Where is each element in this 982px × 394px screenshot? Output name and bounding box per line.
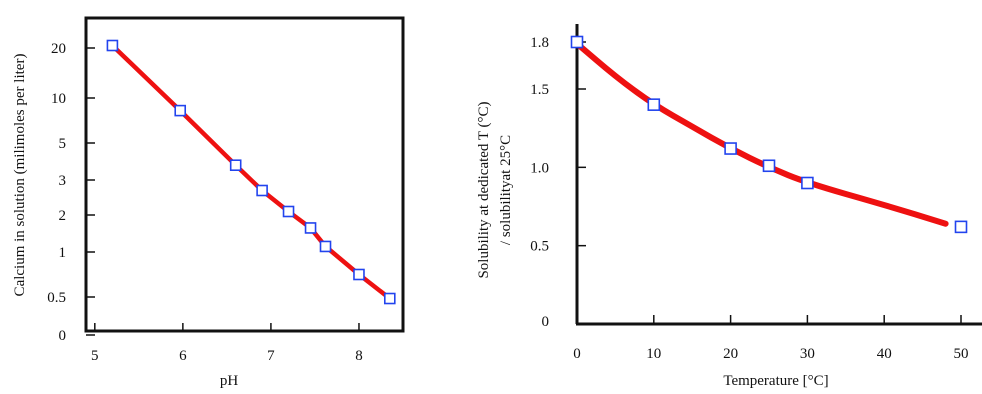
data-point: [353, 268, 365, 281]
x-tick-label: 30: [800, 346, 815, 362]
data-point: [106, 39, 119, 52]
y-axis-label-line-1: Solubility at dedicated T (°C): [476, 101, 492, 278]
series-line: [574, 40, 949, 227]
data-point: [319, 240, 332, 253]
data-point: [570, 35, 584, 49]
x-tick-label: 8: [355, 348, 363, 364]
y-tick-label: 1.8: [530, 35, 549, 51]
y-tick-label: 0.5: [530, 239, 549, 255]
data-point: [647, 98, 661, 111]
y-tick-label: 0: [59, 328, 67, 344]
x-tick-label: 20: [723, 346, 738, 362]
ph-calcium-chart: 0 0.5 1 2 3 5 10 20 5 6 7 8 pH Calcium in solution…: [12, 16, 405, 389]
data-point: [954, 220, 968, 234]
y-axis-label: Calcium in solution (milimoles per liter…: [12, 54, 28, 297]
y-tick-label: 0.5: [47, 290, 66, 306]
data-point: [801, 176, 814, 190]
data-point: [762, 159, 776, 173]
data-point: [256, 184, 268, 197]
data-point: [282, 205, 295, 218]
y-tick-label: 5: [59, 136, 67, 152]
data-point: [724, 142, 737, 155]
y-tick-label: 1.0: [530, 160, 549, 176]
series-line: [110, 43, 393, 301]
y-tick-label: 3: [59, 173, 67, 189]
y-tick-label: 0: [542, 314, 550, 330]
data-point: [383, 292, 396, 305]
y-tick-label: 20: [51, 41, 66, 57]
x-tick-label: 5: [91, 348, 99, 364]
x-tick-label: 40: [877, 346, 892, 362]
temperature-solubility-chart: 0 0.5 1.0 1.5 1.8 0 10 20 30 40 50 Temperature [°…: [476, 24, 982, 389]
y-tick-label: 10: [51, 91, 66, 107]
x-tick-label: 7: [267, 348, 275, 364]
y-axis-label-line-2: / solubilityat 25°C: [498, 135, 514, 245]
data-point: [229, 159, 242, 171]
x-tick-label: 0: [573, 346, 581, 362]
y-tick-label: 1: [59, 245, 67, 261]
x-axis-label: Temperature [°C]: [723, 373, 828, 389]
y-tick-label: 1.5: [530, 82, 549, 98]
plot-frame: [84, 16, 405, 333]
x-axis-label: pH: [220, 373, 239, 389]
x-tick-label: 6: [179, 348, 187, 364]
y-tick-label: 2: [59, 208, 67, 224]
x-tick-label: 10: [646, 346, 661, 362]
data-point: [304, 222, 317, 234]
x-tick-label: 50: [954, 346, 969, 362]
data-point: [174, 104, 187, 117]
